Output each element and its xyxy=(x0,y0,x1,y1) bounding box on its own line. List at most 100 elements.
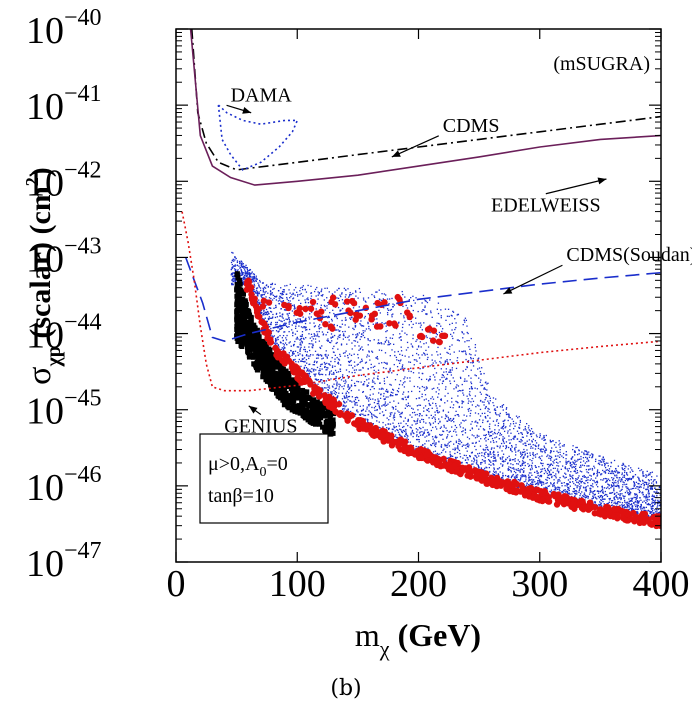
blue-point xyxy=(527,427,530,429)
blue-point xyxy=(430,397,432,400)
blue-point xyxy=(648,473,650,475)
blue-point xyxy=(369,340,371,342)
blue-point xyxy=(307,372,309,375)
blue-point xyxy=(426,358,429,361)
blue-point xyxy=(361,325,364,327)
blue-point xyxy=(554,467,556,470)
blue-point xyxy=(484,467,486,470)
blue-point xyxy=(435,405,437,407)
blue-point xyxy=(564,477,566,479)
blue-point xyxy=(362,366,364,369)
blue-point xyxy=(341,385,343,388)
blue-point xyxy=(505,426,507,428)
blue-point xyxy=(474,346,476,349)
blue-point xyxy=(576,491,578,493)
blue-point xyxy=(243,276,245,278)
blue-point xyxy=(463,414,465,416)
blue-point xyxy=(548,470,551,473)
blue-point xyxy=(236,264,238,267)
blue-point xyxy=(403,317,405,319)
blue-point xyxy=(380,299,383,302)
blue-point xyxy=(422,426,424,429)
blue-point xyxy=(424,389,426,391)
blue-point xyxy=(451,329,453,331)
blue-point xyxy=(367,344,369,346)
blue-point xyxy=(383,380,386,382)
blue-point xyxy=(411,431,413,433)
blue-point xyxy=(493,447,495,449)
blue-point xyxy=(343,287,346,290)
blue-point xyxy=(603,478,605,480)
blue-point xyxy=(307,299,309,301)
blue-point xyxy=(345,369,348,371)
blue-point xyxy=(447,392,449,395)
blue-point xyxy=(384,403,386,405)
blue-point xyxy=(412,408,414,410)
blue-point xyxy=(400,346,402,348)
blue-point xyxy=(617,465,619,467)
blue-point xyxy=(619,493,621,495)
blue-point xyxy=(629,471,631,473)
blue-point xyxy=(570,471,572,473)
blue-point xyxy=(422,433,424,436)
blue-point xyxy=(424,394,427,396)
blue-point xyxy=(541,438,543,440)
blue-point xyxy=(279,299,281,301)
blue-point xyxy=(393,419,396,421)
blue-point xyxy=(397,402,400,404)
blue-point xyxy=(293,308,295,310)
blue-point xyxy=(614,485,616,487)
blue-point xyxy=(618,501,620,503)
blue-point xyxy=(619,495,621,497)
blue-point xyxy=(408,356,410,358)
blue-point xyxy=(478,455,480,457)
blue-point xyxy=(386,362,388,364)
blue-point xyxy=(643,483,645,486)
blue-point xyxy=(241,272,243,274)
blue-point xyxy=(288,326,290,328)
blue-point xyxy=(345,395,348,397)
blue-point xyxy=(277,327,279,329)
blue-point xyxy=(344,397,346,399)
blue-point xyxy=(232,266,234,268)
blue-point xyxy=(521,433,524,436)
blue-point xyxy=(508,466,510,468)
blue-point xyxy=(579,493,582,495)
blue-point xyxy=(273,295,276,298)
blue-point xyxy=(311,336,313,338)
blue-point xyxy=(274,316,277,319)
blue-point xyxy=(236,260,239,262)
blue-point xyxy=(440,325,442,327)
blue-point xyxy=(657,499,659,501)
blue-point xyxy=(587,482,589,484)
blue-point xyxy=(491,437,494,440)
blue-point xyxy=(369,398,372,400)
blue-point xyxy=(480,384,482,387)
blue-point xyxy=(412,323,414,326)
blue-point xyxy=(510,469,512,472)
blue-point xyxy=(651,509,654,512)
blue-point xyxy=(402,429,405,432)
blue-point xyxy=(493,453,495,456)
blue-point xyxy=(458,340,460,342)
blue-point xyxy=(482,419,484,421)
blue-point xyxy=(265,296,267,298)
blue-point xyxy=(489,435,491,437)
blue-point xyxy=(507,468,509,470)
blue-point xyxy=(399,434,401,436)
blue-point xyxy=(308,363,310,366)
blue-point xyxy=(449,419,451,421)
blue-point xyxy=(596,480,598,482)
blue-point xyxy=(652,495,655,498)
blue-point xyxy=(292,334,294,337)
blue-point xyxy=(327,378,329,380)
blue-point xyxy=(231,283,233,286)
blue-point xyxy=(540,480,542,483)
blue-point xyxy=(545,478,547,481)
blue-point xyxy=(301,288,304,291)
blue-point xyxy=(385,367,387,370)
blue-point xyxy=(383,404,385,406)
blue-point xyxy=(650,486,652,488)
blue-point xyxy=(303,367,305,370)
blue-point xyxy=(461,430,463,433)
